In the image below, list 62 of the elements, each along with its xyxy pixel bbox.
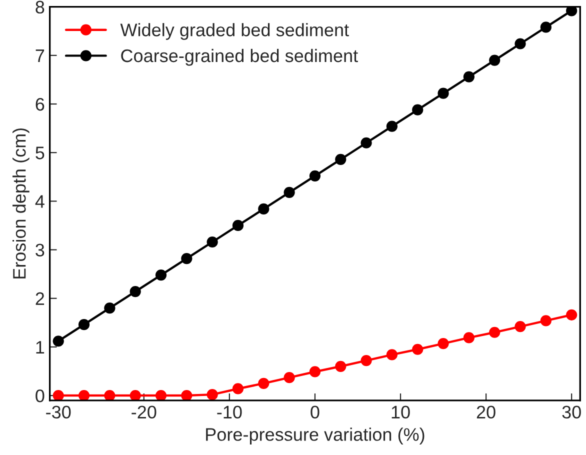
x-tick-label: 30	[562, 406, 581, 419]
point	[284, 186, 295, 198]
y-tick-label: 6	[36, 98, 44, 111]
y-tick-label: 8	[36, 0, 44, 14]
y-tick-label: 5	[36, 146, 44, 160]
y-axis-title: Erosion depth (cm)	[12, 128, 30, 278]
point	[514, 320, 526, 332]
point	[130, 286, 141, 298]
point	[104, 390, 116, 400]
x-tick-label: -10	[217, 406, 242, 419]
point	[438, 88, 449, 99]
point	[258, 203, 270, 215]
point	[206, 389, 218, 400]
y-tick-label: 1	[36, 341, 44, 354]
point	[335, 154, 346, 165]
point	[130, 390, 141, 400]
point	[412, 104, 424, 116]
point	[155, 269, 167, 281]
point	[104, 302, 116, 314]
point	[181, 252, 192, 264]
point	[155, 390, 167, 400]
point	[386, 349, 398, 360]
point	[386, 120, 398, 132]
point	[489, 54, 500, 66]
point	[412, 344, 424, 355]
point	[360, 137, 372, 148]
point	[540, 22, 552, 33]
point	[514, 38, 526, 50]
point	[463, 71, 474, 82]
x-tick-label: 10	[392, 406, 410, 419]
point	[309, 366, 321, 378]
point	[78, 390, 90, 400]
point	[309, 170, 321, 182]
legend-label: Widely graded bed sediment	[120, 23, 349, 40]
point	[489, 326, 500, 338]
point	[206, 236, 218, 248]
point	[258, 378, 270, 389]
point	[335, 360, 346, 372]
x-tick-label: -30	[46, 406, 71, 419]
x-tick-label: 0	[310, 406, 320, 419]
y-tick-label: 7	[36, 50, 44, 62]
point	[232, 383, 244, 394]
point	[438, 338, 449, 350]
point	[232, 220, 244, 232]
x-axis-title: Pore-pressure variation (%)	[206, 428, 424, 444]
point	[540, 315, 552, 326]
point	[52, 336, 64, 347]
point	[78, 319, 90, 330]
y-tick-label: 4	[35, 195, 44, 208]
point	[52, 390, 64, 400]
y-tick-label: 0	[36, 389, 44, 402]
x-tick-label: -20	[132, 406, 156, 419]
point	[360, 355, 372, 366]
legend-label: Coarse-grained bed sediment	[121, 48, 358, 66]
point	[566, 309, 578, 320]
point	[181, 390, 192, 400]
point	[284, 372, 295, 384]
y-tick-label: 2	[36, 292, 44, 305]
point	[566, 6, 578, 16]
x-tick-label: 20	[476, 406, 496, 419]
point	[463, 332, 474, 344]
y-tick-label: 3	[36, 244, 44, 256]
